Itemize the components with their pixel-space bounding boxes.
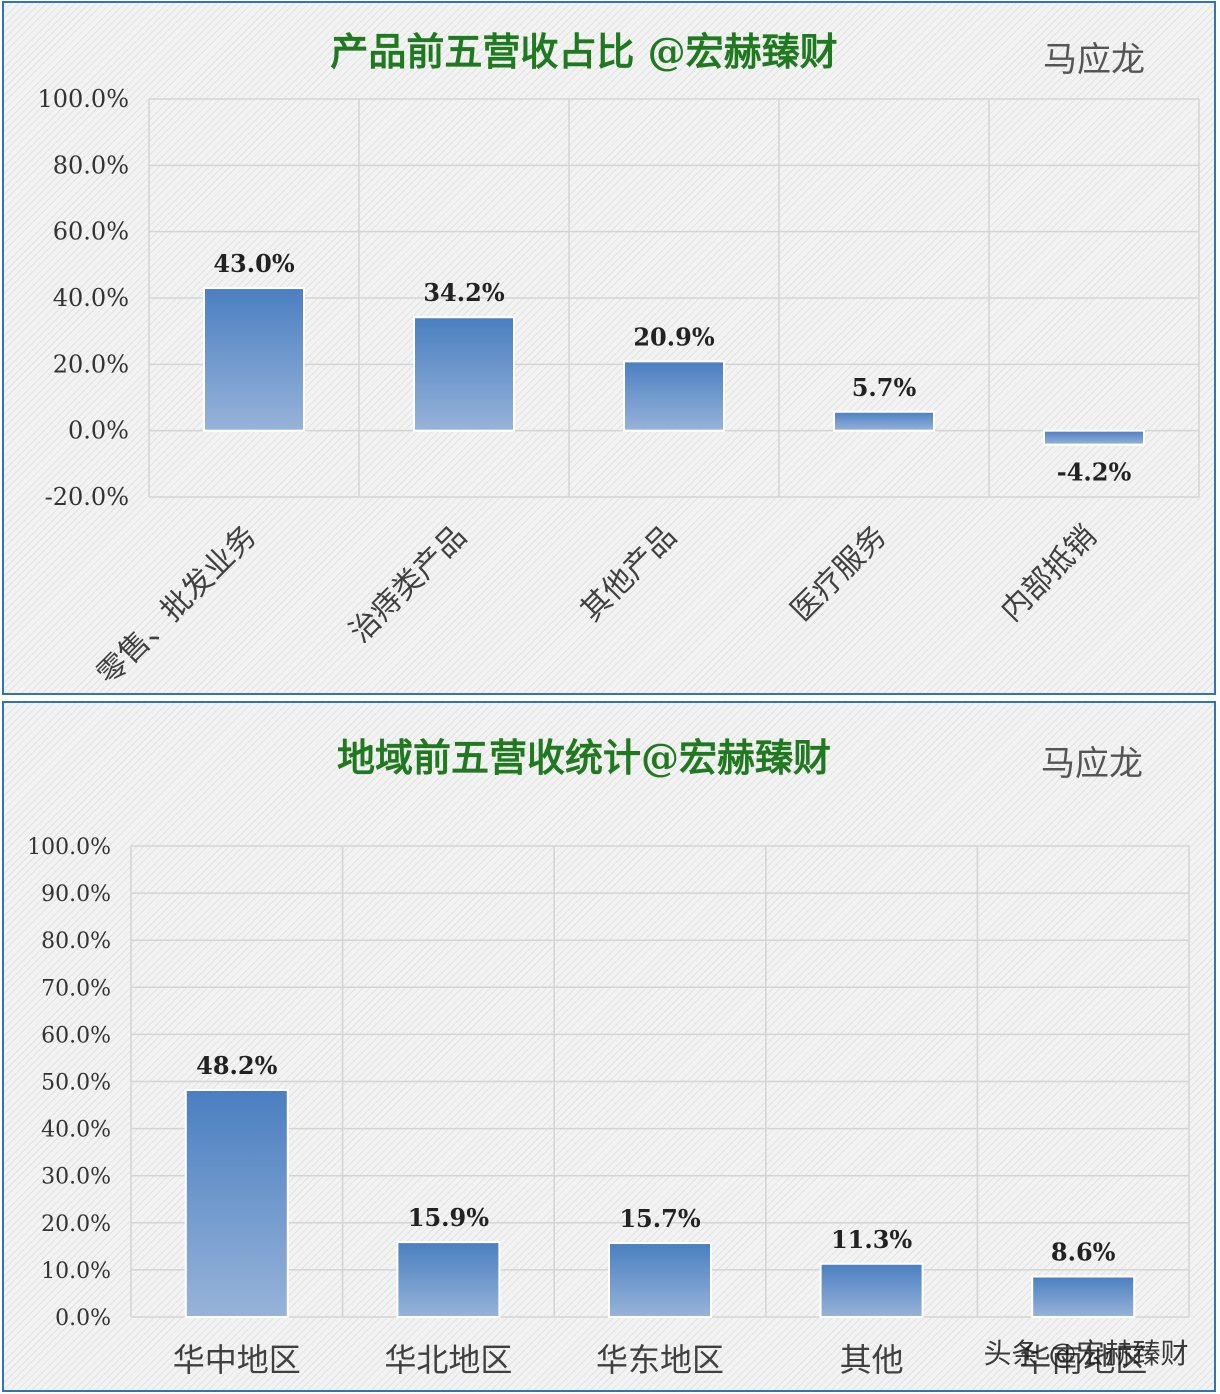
plot-area: 100.0% 80.0% 60.0% 40.0% 20.0% 0.0% -20.0% 43.0…	[37, 85, 1200, 692]
author-label: 马应龙	[1041, 744, 1143, 784]
category-label: 其他	[840, 1341, 904, 1379]
y-tick-label: 20.0%	[41, 1212, 111, 1237]
y-tick-label: 30.0%	[41, 1165, 111, 1190]
category-label: 其他产品	[574, 519, 684, 629]
watermark: 头条 @宏赫臻财	[984, 1337, 1189, 1370]
bar	[1043, 429, 1145, 446]
y-tick-label: 100.0%	[37, 85, 129, 113]
y-tick-label: 40.0%	[53, 284, 129, 312]
y-tick-label: 0.0%	[55, 1306, 111, 1331]
y-tick-label: 40.0%	[41, 1118, 111, 1143]
bar	[833, 410, 935, 432]
data-label: -4.2%	[1057, 458, 1132, 487]
plot-area: 100.0% 90.0% 80.0% 70.0% 60.0% 50.0% 40.0% 30.0…	[27, 835, 1190, 1379]
category-label: 华南地区	[1019, 1341, 1147, 1379]
y-tick-label: 60.0%	[41, 1023, 111, 1048]
product-revenue-chart: 产品前五营收占比 @宏赫臻财 马应龙 100.0% 80.0% 60.0% 40.0%…	[37, 29, 1200, 692]
category-label: 医疗服务	[784, 519, 894, 629]
bar	[623, 360, 725, 432]
category-label: 华东地区	[596, 1341, 724, 1379]
bar	[819, 1262, 924, 1318]
chart-title: 地域前五营收统计@宏赫臻财	[337, 735, 831, 780]
category-label: 治痔类产品	[343, 519, 474, 650]
data-label: 5.7%	[852, 373, 917, 402]
y-tick-label: 70.0%	[41, 976, 111, 1001]
y-tick-label: 80.0%	[41, 929, 111, 954]
category-label: 零售、批发业务	[90, 519, 263, 692]
product-revenue-chart-panel: 产品前五营收占比 @宏赫臻财 马应龙 100.0% 80.0% 60.0% 40.0%…	[2, 1, 1216, 695]
y-tick-label: 10.0%	[41, 1259, 111, 1284]
region-revenue-chart-panel: 地域前五营收统计@宏赫臻财 马应龙 100.0% 90.0% 80.0% 70.0% 6…	[2, 701, 1216, 1392]
chart-title: 产品前五营收占比 @宏赫臻财	[330, 29, 837, 74]
bar	[608, 1242, 712, 1318]
bar	[1031, 1275, 1136, 1319]
data-label: 11.3%	[831, 1225, 912, 1254]
category-label: 华中地区	[173, 1341, 301, 1379]
data-label: 8.6%	[1051, 1237, 1116, 1266]
y-tick-label: 60.0%	[53, 218, 129, 246]
category-label: 内部抵销	[994, 519, 1104, 629]
bar	[184, 1088, 289, 1318]
data-label: 43.0%	[213, 249, 294, 278]
data-label: 34.2%	[423, 278, 504, 307]
y-tick-label: 80.0%	[53, 151, 129, 179]
bar	[203, 287, 305, 432]
data-label: 15.9%	[408, 1203, 489, 1232]
data-label: 15.7%	[619, 1204, 700, 1233]
author-label: 马应龙	[1043, 40, 1145, 80]
data-label: 20.9%	[633, 322, 714, 351]
data-label: 48.2%	[196, 1051, 277, 1080]
region-revenue-chart: 地域前五营收统计@宏赫臻财 马应龙 100.0% 90.0% 80.0% 70.0% 6…	[27, 735, 1190, 1379]
y-tick-label: 20.0%	[53, 350, 129, 378]
bar	[413, 316, 515, 432]
y-tick-label: 0.0%	[68, 417, 129, 445]
category-label: 华北地区	[384, 1341, 512, 1379]
y-tick-label: 100.0%	[27, 835, 111, 860]
y-tick-label: 90.0%	[41, 882, 111, 907]
y-tick-label: -20.0%	[45, 483, 129, 511]
y-tick-label: 50.0%	[41, 1071, 111, 1096]
bar	[396, 1241, 501, 1319]
